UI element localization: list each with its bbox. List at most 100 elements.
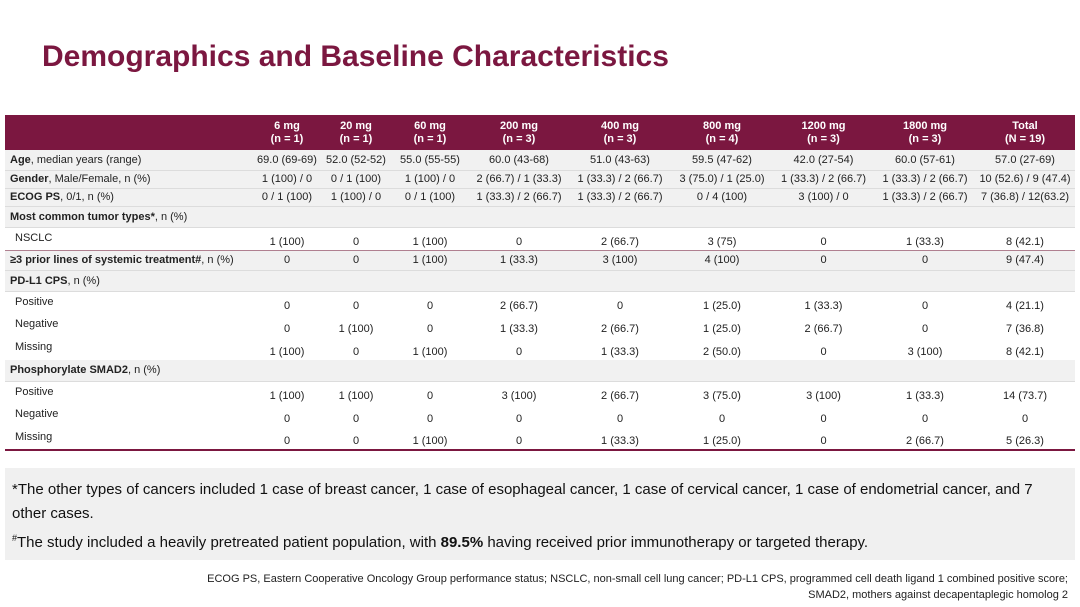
table-row: Missing 0 0 1 (100) 0 1 (33.3) 1 (25.0) 0 2 (66.… <box>5 427 1075 451</box>
table-cell: 1 (33.3) / 2 (66.7) <box>568 170 672 189</box>
row-label: Most common tumor types*, n (%) <box>5 206 1075 228</box>
table-cell: 1 (33.3) / 2 (66.7) <box>875 170 975 189</box>
column-n: (n = 1) <box>270 132 304 145</box>
table-cell: 1 (33.3) / 2 (66.7) <box>875 188 975 207</box>
demographics-table: 6 mg (n = 1) 20 mg (n = 1) 60 mg (n = 1) 200 m… <box>5 115 1075 451</box>
table-cell: 0 <box>252 404 322 427</box>
table-cell: 0 <box>470 227 568 250</box>
table-cell: 0 <box>470 337 568 360</box>
table-row: Missing 1 (100) 0 1 (100) 0 1 (33.3) 2 (50.0) 0… <box>5 337 1075 360</box>
footnote-2: #The study included a heavily pretreated… <box>12 526 1068 555</box>
table-cell: 0 / 1 (100) <box>322 170 390 189</box>
table-cell: 1 (33.3) <box>568 337 672 360</box>
table-cell: 1 (100) <box>322 381 390 404</box>
column-n: (n = 1) <box>413 132 447 145</box>
column-dose: 20 mg <box>340 119 372 132</box>
table-cell: 2 (66.7) / 1 (33.3) <box>470 170 568 189</box>
table-row: PD-L1 CPS, n (%) <box>5 270 1075 292</box>
table-cell: 0 <box>975 404 1075 427</box>
footnote-2-text-end: having received prior immunotherapy or t… <box>483 534 869 551</box>
table-cell: 1 (33.3) <box>568 427 672 451</box>
table-cell: 3 (100) <box>875 337 975 360</box>
row-label-rest: , n (%) <box>201 254 234 266</box>
column-dose: 60 mg <box>414 119 446 132</box>
table-cell: 0 <box>390 291 470 314</box>
column-header: 200 mg (n = 3) <box>470 115 568 150</box>
table-cell: 1 (100) <box>252 337 322 360</box>
abbreviations: ECOG PS, Eastern Cooperative Oncology Gr… <box>68 571 1068 603</box>
table-row: Negative 0 1 (100) 0 1 (33.3) 2 (66.7) 1 (25.0… <box>5 314 1075 337</box>
row-label: Phosphorylate SMAD2, n (%) <box>5 360 1075 382</box>
table-cell: 1 (100) <box>390 427 470 451</box>
table-cell: 1 (100) <box>390 337 470 360</box>
column-n: (n = 4) <box>705 132 739 145</box>
table-cell: 0 <box>875 314 975 337</box>
header-blank <box>5 115 252 150</box>
abbreviations-line-1: ECOG PS, Eastern Cooperative Oncology Gr… <box>207 573 1068 585</box>
row-label-rest: , median years (range) <box>30 153 142 166</box>
column-dose: 6 mg <box>274 119 300 132</box>
table-cell: 0 <box>390 404 470 427</box>
column-dose: 1200 mg <box>801 119 846 132</box>
row-label-bold: Phosphorylate SMAD2 <box>10 364 128 377</box>
table-cell: 1 (100) / 0 <box>252 170 322 189</box>
table-row: ECOG PS, 0/1, n (%) 0 / 1 (100) 1 (100) / … <box>5 188 1075 207</box>
table-cell: 1 (33.3) <box>470 249 568 271</box>
footnote-2-text: The study included a heavily pretreated … <box>17 534 441 551</box>
column-n: (N = 19) <box>1004 132 1046 145</box>
table-cell: 7 (36.8) <box>975 314 1075 337</box>
column-n: (n = 3) <box>807 132 840 145</box>
table-row: Age, median years (range) 69.0 (69-69) 52.… <box>5 150 1075 171</box>
table-cell: 0 <box>568 404 672 427</box>
row-label-bold: ECOG PS <box>10 191 61 203</box>
table-cell: 69.0 (69-69) <box>252 150 322 171</box>
table-cell: 3 (100) / 0 <box>772 188 875 207</box>
column-header: 6 mg (n = 1) <box>252 115 322 150</box>
table-cell: 1 (33.3) <box>470 314 568 337</box>
table-cell: 1 (33.3) / 2 (66.7) <box>470 188 568 207</box>
column-header: 20 mg (n = 1) <box>322 115 390 150</box>
table-cell: 0 <box>470 427 568 451</box>
row-label-bold: ≥3 prior lines of systemic treatment# <box>10 254 202 266</box>
table-cell: 1 (100) <box>252 381 322 404</box>
table-cell: 0 <box>252 291 322 314</box>
row-label: ECOG PS, 0/1, n (%) <box>5 188 252 207</box>
row-label: Gender, Male/Female, n (%) <box>5 170 252 189</box>
table-cell: 2 (66.7) <box>568 227 672 250</box>
column-n: (n = 3) <box>502 132 536 145</box>
table-cell: 60.0 (57-61) <box>875 150 975 171</box>
row-label: Missing <box>5 337 252 360</box>
table-cell: 10 (52.6) / 9 (47.4) <box>975 170 1075 189</box>
row-label: ≥3 prior lines of systemic treatment#, n… <box>5 249 252 271</box>
row-label: Age, median years (range) <box>5 150 252 171</box>
row-label: Negative <box>5 404 252 427</box>
row-label: Negative <box>5 314 252 337</box>
table-cell: 1 (100) <box>322 314 390 337</box>
table-cell: 0 <box>772 249 875 271</box>
table-cell: 2 (66.7) <box>470 291 568 314</box>
table-cell: 8 (42.1) <box>975 337 1075 360</box>
column-dose: 1800 mg <box>902 119 948 132</box>
column-header: 1200 mg (n = 3) <box>772 115 875 150</box>
row-label: NSCLC <box>5 227 252 250</box>
row-label-bold: Gender <box>10 173 49 185</box>
table-cell: 1 (25.0) <box>672 314 772 337</box>
footnotes-box: *The other types of cancers included 1 c… <box>5 468 1075 560</box>
row-label-rest: , n (%) <box>127 364 161 377</box>
table-row: Phosphorylate SMAD2, n (%) <box>5 360 1075 382</box>
table-cell: 52.0 (52-52) <box>322 150 390 171</box>
table-cell: 2 (66.7) <box>772 314 875 337</box>
table-cell: 1 (33.3) <box>875 227 975 250</box>
column-header: Total (N = 19) <box>975 115 1075 150</box>
table-cell: 42.0 (27-54) <box>772 150 875 171</box>
table-cell: 0 <box>322 227 390 250</box>
table-cell: 1 (25.0) <box>672 291 772 314</box>
table-cell: 0 <box>875 291 975 314</box>
table-cell: 0 <box>322 404 390 427</box>
table-cell: 0 <box>252 427 322 451</box>
column-dose: Total <box>1012 119 1038 132</box>
table-cell: 9 (47.4) <box>975 249 1075 271</box>
row-label-bold: PD-L1 CPS <box>10 274 68 287</box>
table-cell: 51.0 (43-63) <box>568 150 672 171</box>
